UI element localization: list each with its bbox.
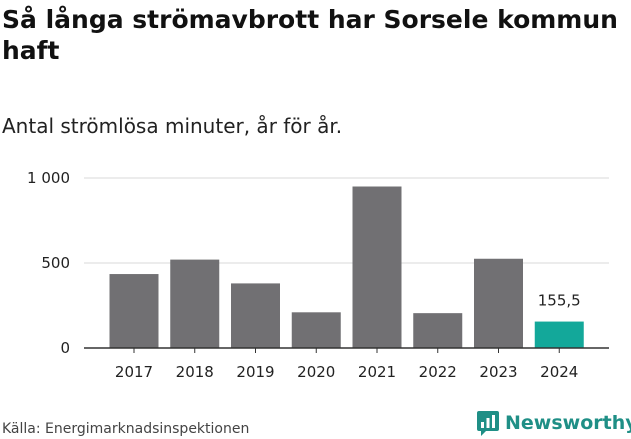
x-tick-label-2023: 2023 xyxy=(479,363,517,381)
x-tick-label-2021: 2021 xyxy=(358,363,396,381)
bar-2021 xyxy=(352,186,402,348)
x-tick-label-2022: 2022 xyxy=(419,363,457,381)
x-tick-label-2017: 2017 xyxy=(115,363,153,381)
x-tick-label-2019: 2019 xyxy=(236,363,274,381)
x-tick-label-2024: 2024 xyxy=(540,363,578,381)
x-tick-label-2020: 2020 xyxy=(297,363,335,381)
chart-subtitle: Antal strömlösa minuter, år för år. xyxy=(2,114,343,138)
y-tick-label-1: 500 xyxy=(41,254,70,272)
chart-title: Så långa strömavbrott har Sorsele kommun… xyxy=(2,5,618,65)
source-note: Källa: Energimarknadsinspektionen xyxy=(2,421,250,437)
bar-2019 xyxy=(231,283,280,348)
x-tick-label-2018: 2018 xyxy=(176,363,214,381)
bar-2018 xyxy=(170,259,220,348)
bar-2024 xyxy=(534,321,584,348)
brand-logo-block[interactable]: Newsworthy xyxy=(476,408,631,438)
brand-name: Newsworthy xyxy=(505,412,631,434)
y-tick-label-2: 1 000 xyxy=(27,169,70,187)
bar-2020 xyxy=(291,312,341,348)
newsworthy-logo-icon xyxy=(477,411,499,436)
y-tick-label-0: 0 xyxy=(60,339,70,357)
data-label-2024: 155,5 xyxy=(538,292,581,310)
bar-2022 xyxy=(413,313,463,348)
bar-2023 xyxy=(474,258,523,348)
bar-2017 xyxy=(109,274,159,348)
bar-chart: 0 500 1 000 2017 2018 2019 2020 2021 2022 2023 202… xyxy=(27,169,609,381)
